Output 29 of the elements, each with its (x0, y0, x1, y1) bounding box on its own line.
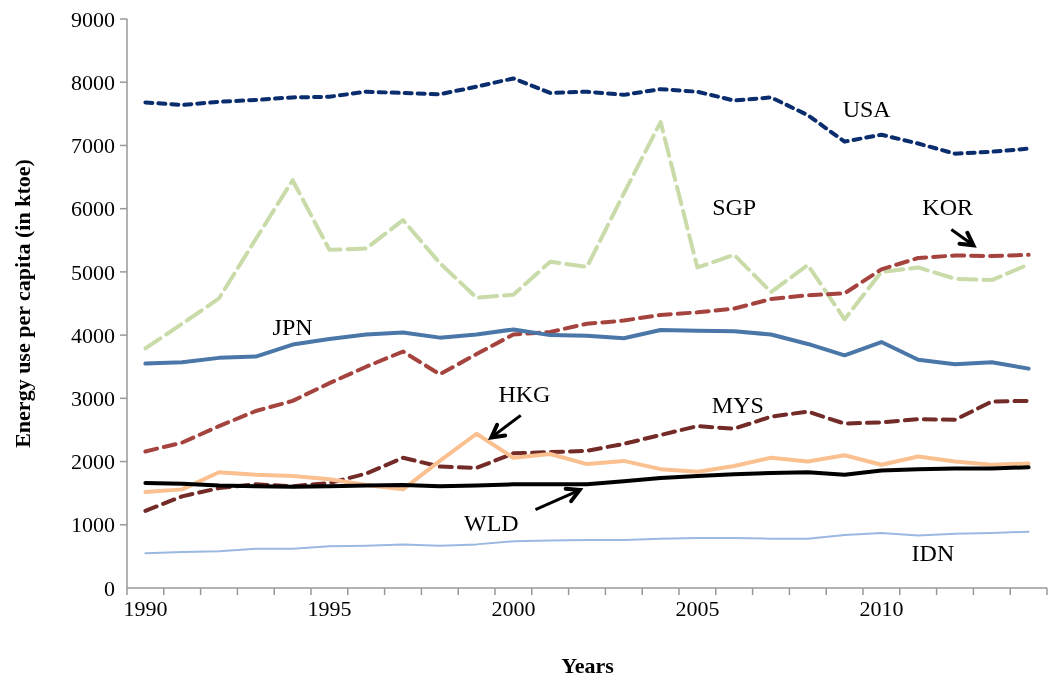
series-label: KOR (922, 194, 973, 221)
x-tick-label: 1990 (123, 596, 168, 621)
y-tick-label: 3000 (71, 386, 115, 412)
y-tick-label: 5000 (71, 259, 115, 285)
y-tick-label: 8000 (71, 69, 115, 95)
line-series (143, 465, 1031, 489)
y-tick-label: 2000 (71, 449, 115, 475)
x-tick-label: 1995 (307, 596, 352, 621)
series-label: IDN (911, 540, 955, 566)
y-tick-label: 6000 (71, 196, 115, 222)
line-series (143, 76, 1031, 156)
series-label: MYS (711, 392, 764, 419)
series-label: USA (842, 95, 892, 122)
y-tick-label: 4000 (71, 322, 115, 348)
x-tick-label: 2005 (675, 596, 720, 621)
series-label: WLD (463, 510, 519, 537)
y-tick-label: 1000 (71, 512, 115, 538)
line-series (143, 431, 1031, 494)
y-tick-label: 0 (104, 575, 115, 601)
x-tick-label: 2000 (491, 596, 536, 621)
series-label: JPN (272, 314, 313, 341)
series-label: HKG (498, 380, 551, 407)
x-axis-title: Years (561, 653, 615, 675)
line-series (143, 252, 1031, 454)
y-tick-label: 7000 (71, 133, 115, 159)
y-tick-label: 9000 (71, 6, 115, 32)
y-axis-title: Energy use per capita (in ktoe) (10, 159, 35, 448)
series-label: SGP (712, 194, 757, 221)
x-tick-label: 2010 (859, 596, 904, 621)
